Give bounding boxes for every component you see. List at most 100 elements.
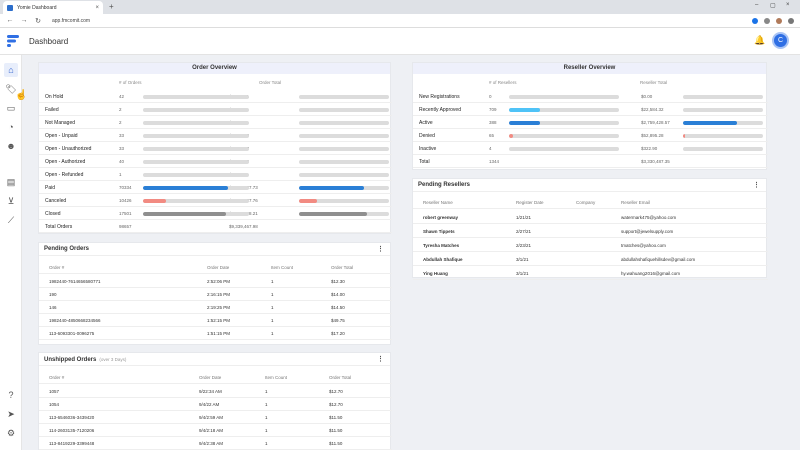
app-header: Dashboard 🔔 C xyxy=(0,28,800,55)
table-cell: 113-8419229-3399448 xyxy=(49,441,95,446)
table-row[interactable]: 146 2:19:25 PM 1 $14.50 xyxy=(39,302,392,314)
total-bar xyxy=(299,108,389,112)
column-header[interactable]: Order Date xyxy=(207,265,230,270)
count-bar xyxy=(509,134,619,138)
reseller-overview-title: Reseller Overview xyxy=(413,63,766,74)
order_overview-row: Total Orders 98657 $9,339,467.98 xyxy=(39,220,392,233)
total-bar xyxy=(683,134,763,138)
cart-icon[interactable]: ⊻ xyxy=(7,195,15,206)
new-tab-icon[interactable]: + xyxy=(109,2,114,11)
chart-icon[interactable]: ⟋ xyxy=(7,214,15,225)
table-row[interactable]: Abdullah Shafique 3/1/21 abdullahshafiqueh… xyxy=(413,254,768,266)
settings-icon[interactable]: ⚙ xyxy=(6,427,16,438)
column-header[interactable]: Register Date xyxy=(516,200,544,205)
table-cell: 1 xyxy=(271,279,274,284)
table-row[interactable]: Shawn Tippets 2/27/21 support@jewelsupply.… xyxy=(413,226,768,238)
order-total-header: Order Total xyxy=(259,80,282,85)
unshipped-orders-menu-icon[interactable]: ⋮ xyxy=(377,356,384,363)
table-cell: 113-6546036-3439420 xyxy=(49,415,95,420)
table-row[interactable]: 190 2:16:15 PM 1 $14.00 xyxy=(39,289,392,301)
pending-resellers-title: Pending Resellers xyxy=(413,179,766,192)
row-count: 98657 xyxy=(119,224,132,229)
column-header[interactable]: Company xyxy=(576,200,596,205)
count-bar-fill xyxy=(509,108,540,112)
table-row[interactable]: 114-2603135-7120206 9/4/2:18 AM 1 $11.50 xyxy=(39,425,392,437)
close-window-icon[interactable]: × xyxy=(786,2,790,8)
count-bar xyxy=(509,95,619,99)
table-row[interactable]: 113-8419229-3399448 9/4/2:38 AM 1 $11.50 xyxy=(39,438,392,450)
document-icon[interactable]: ▤ xyxy=(6,176,16,187)
column-header[interactable]: Order Total xyxy=(331,265,354,270)
table-row[interactable]: robert greenway 1/21/21 watermark475@yahoo… xyxy=(413,212,768,224)
row-count: 40 xyxy=(119,159,125,164)
table-row[interactable]: 1982440-4850668234566 1:52:15 PM 1 $49.75 xyxy=(39,315,392,327)
table-row[interactable]: 113-6093301-0096275 1:51:15 PM 1 $17.20 xyxy=(39,328,392,340)
table-cell: 1057 xyxy=(49,389,60,394)
column-header[interactable]: Reseller Email xyxy=(621,200,651,205)
inbox-icon[interactable]: ▭ xyxy=(6,102,16,113)
forward-icon[interactable]: → xyxy=(20,17,28,24)
column-header[interactable]: Reseller Name xyxy=(423,200,453,205)
table-header-row: Order # Order Date Item Count Order Total xyxy=(39,372,392,384)
table-row[interactable]: 1982440-7614656580771 2:52:06 PM 1 $12.30 xyxy=(39,276,392,288)
table-cell: 1 xyxy=(265,389,268,394)
app-logo-icon[interactable] xyxy=(6,34,20,48)
extension-icon[interactable] xyxy=(764,17,770,24)
count-bar xyxy=(143,199,249,203)
column-header[interactable]: Item Count xyxy=(265,375,288,380)
table-row[interactable]: 1057 9/22:34 AM 1 $12.70 xyxy=(39,386,392,398)
maximize-icon[interactable]: ▢ xyxy=(770,3,776,9)
table-row[interactable]: 113-6546036-3439420 9/4/2:59 AM 1 $11.50 xyxy=(39,412,392,424)
column-header[interactable]: Item Count xyxy=(271,265,294,270)
table-row[interactable]: Ying Huang 3/1/21 hy.wahuang2016@gmail.com xyxy=(413,268,768,280)
row-count: 1 xyxy=(119,172,122,177)
notification-bell-icon[interactable]: 🔔 xyxy=(754,35,766,45)
row-count: 10426 xyxy=(119,198,132,203)
column-header[interactable]: Order Date xyxy=(199,375,222,380)
table-cell: 1 xyxy=(265,402,268,407)
reseller_overview-row: Denied 65 $52,895.28 xyxy=(413,129,768,142)
table-row[interactable]: 1054 9/4/22 AM 1 $12.70 xyxy=(39,399,392,411)
count-bar xyxy=(143,147,249,151)
row-total: $52,895.28 xyxy=(641,133,664,138)
home-icon[interactable]: ⌂ xyxy=(4,63,18,77)
table-cell: 9/4/2:59 AM xyxy=(199,415,224,420)
star-icon[interactable] xyxy=(752,17,758,24)
row-label: Open - Refunded xyxy=(45,172,84,178)
help-icon[interactable]: ? xyxy=(8,390,14,400)
browser-tab[interactable]: Yomie Dashboard × xyxy=(3,1,103,14)
row-label: Denied xyxy=(419,133,435,139)
tag-icon[interactable]: 🏷 xyxy=(5,83,17,94)
table-cell: Tyresha Matches xyxy=(423,243,460,248)
reload-icon[interactable]: ↻ xyxy=(35,17,41,25)
profile-icon[interactable] xyxy=(776,17,782,24)
minimize-icon[interactable]: – xyxy=(755,2,759,8)
unshipped-orders-subtitle: (over 3 Days) xyxy=(99,357,127,362)
avatar[interactable]: C xyxy=(772,32,789,49)
row-label: Recently Approved xyxy=(419,107,461,113)
table-cell: $11.50 xyxy=(329,415,343,420)
column-header[interactable]: Order # xyxy=(49,265,65,270)
menu-icon[interactable] xyxy=(788,17,794,24)
table-row[interactable]: Tyresha Matches 2/23/21 tmatches@yahoo.com xyxy=(413,240,768,252)
users-icon[interactable]: ☻ xyxy=(6,141,16,151)
total-bar-fill xyxy=(683,121,738,125)
back-icon[interactable]: ← xyxy=(6,17,14,24)
column-header[interactable]: Order Total xyxy=(329,375,352,380)
pending-resellers-menu-icon[interactable]: ⋮ xyxy=(753,182,760,189)
pending-orders-menu-icon[interactable]: ⋮ xyxy=(377,246,384,253)
column-header[interactable]: Order # xyxy=(49,375,65,380)
rocket-icon[interactable]: ➤ xyxy=(7,408,15,419)
close-tab-icon[interactable]: × xyxy=(95,4,99,11)
table-cell: 1/21/21 xyxy=(516,215,532,220)
table-cell: Abdullah Shafique xyxy=(423,257,463,262)
row-count: 388 xyxy=(489,120,497,125)
gauge-icon[interactable]: ◔ xyxy=(8,122,14,132)
page-title: Dashboard xyxy=(29,37,69,46)
url-field[interactable]: app.fmcomit.com xyxy=(52,17,91,24)
